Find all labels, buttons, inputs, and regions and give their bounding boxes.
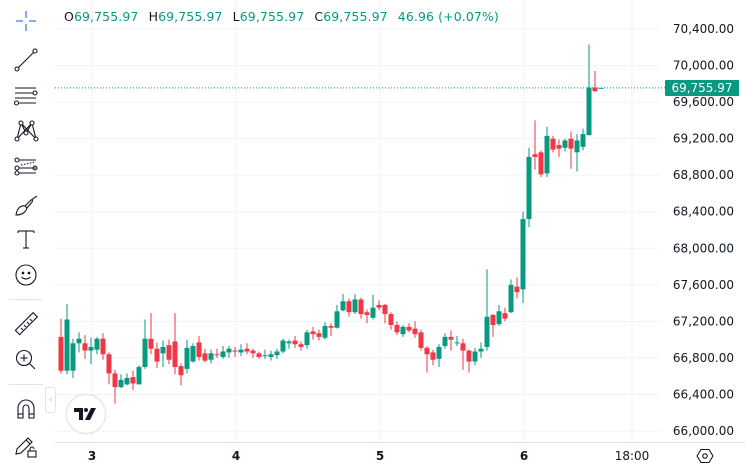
horizontal-lines-icon: [13, 87, 38, 106]
brush-icon: [15, 195, 38, 216]
price-tick-label: 69,600.00: [673, 95, 734, 109]
time-tick-label: 5: [376, 449, 384, 463]
price-tick-label: 67,200.00: [673, 314, 734, 328]
time-axis[interactable]: 3 4 5 6 18:00: [88, 449, 649, 463]
low-value: 69,755.97: [239, 9, 305, 24]
change-value: 46.96 (+0.07%): [397, 9, 499, 24]
emoji-icon: [15, 264, 37, 286]
trend-line-icon: [14, 48, 38, 72]
tradingview-logo-icon: [74, 408, 96, 420]
fib-retracement-tool[interactable]: [9, 153, 43, 183]
price-tick-label: 66,800.00: [673, 351, 734, 365]
emoji-tool[interactable]: [9, 260, 43, 290]
zoom-in-tool[interactable]: [9, 345, 43, 375]
price-tick-label: 70,000.00: [673, 59, 734, 73]
low-label: L: [232, 9, 240, 24]
chevron-left-icon: ‹: [48, 395, 53, 405]
open-value: 69,755.97: [73, 9, 139, 24]
price-tick-label: 68,800.00: [673, 168, 734, 182]
brush-tool[interactable]: [9, 190, 43, 220]
crosshair-icon: [16, 11, 36, 31]
time-tick-label: 18:00: [615, 449, 650, 463]
close-value: 69,755.97: [323, 9, 388, 24]
toolbar-divider: [9, 299, 43, 300]
time-tick-label: 6: [520, 449, 528, 463]
pattern-tool[interactable]: [9, 116, 43, 146]
magnet-icon: [17, 399, 35, 419]
price-tick-label: 68,400.00: [673, 205, 734, 219]
magnet-tool[interactable]: [9, 394, 43, 424]
crosshair-tool[interactable]: [9, 6, 43, 36]
candles: [58, 44, 604, 404]
high-value: 69,755.97: [158, 9, 223, 24]
price-tick-label: 67,600.00: [673, 278, 734, 292]
collapse-toolbar-button[interactable]: ‹: [45, 387, 56, 413]
horizontal-lines-tool[interactable]: [9, 81, 43, 111]
price-tick-label: 70,400.00: [673, 22, 734, 36]
chart-settings-icon[interactable]: [696, 447, 714, 465]
price-tick-label: 69,200.00: [673, 132, 734, 146]
close-label: C: [314, 9, 324, 24]
price-tick-label: 66,400.00: [673, 387, 734, 401]
price-axis[interactable]: 70,400.00 70,000.00 69,600.00 69,200.00 68,8…: [673, 22, 734, 438]
fib-retracement-icon: [14, 157, 38, 176]
text-tool[interactable]: [9, 224, 43, 254]
time-tick-label: 3: [88, 449, 96, 463]
trend-line-tool[interactable]: [9, 45, 43, 75]
price-tick-label: 66,000.00: [673, 424, 734, 438]
open-label: O: [64, 9, 74, 24]
chart-grid: [55, 0, 745, 443]
ruler-icon: [14, 311, 39, 336]
drawing-toolbar: [0, 0, 52, 470]
last-price-tag: 69,755.97: [665, 79, 739, 96]
tradingview-logo[interactable]: [66, 394, 106, 434]
price-tick-label: 68,000.00: [673, 241, 734, 255]
time-tick-label: 4: [232, 449, 240, 463]
lock-drawings-tool[interactable]: [9, 431, 43, 461]
toolbar-divider: [9, 384, 43, 385]
zoom-in-icon: [15, 349, 36, 370]
pattern-icon: [14, 120, 39, 142]
ruler-tool[interactable]: [9, 309, 43, 339]
lock-drawings-icon: [15, 437, 37, 458]
high-label: H: [148, 9, 159, 24]
ohlc-legend: O69,755.97 H69,755.97 L69,755.97 C69,755…: [64, 9, 499, 24]
text-icon: [17, 230, 35, 249]
